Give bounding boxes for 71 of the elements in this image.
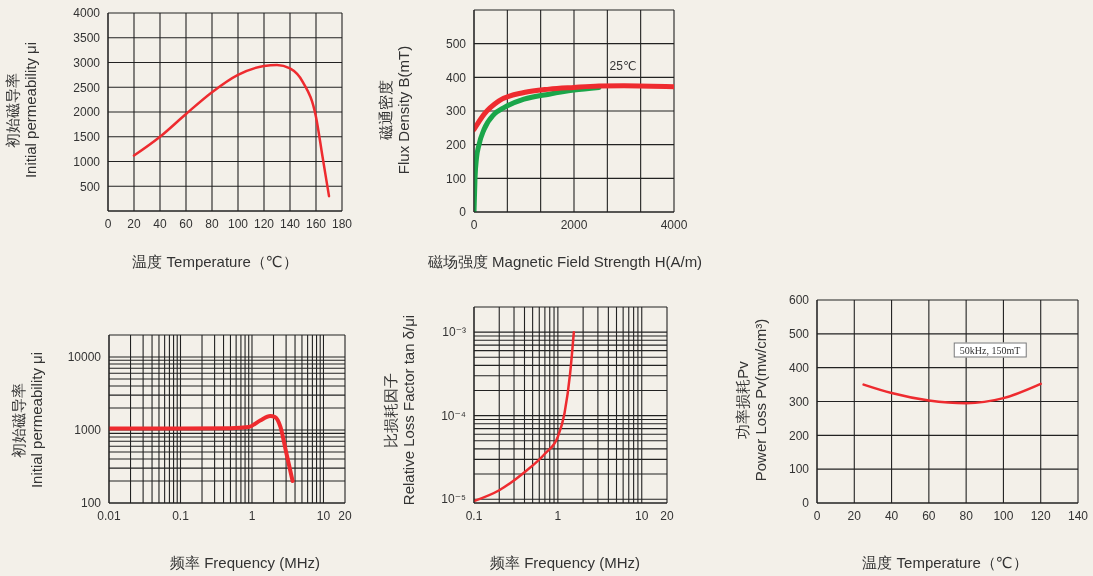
- x-tick-label: 140: [279, 216, 301, 231]
- y-tick-label: 300: [788, 394, 810, 409]
- x-tick-label: 0: [104, 216, 112, 231]
- x-tick-label: 140: [1067, 508, 1089, 523]
- y-tick-label: 400: [445, 70, 467, 85]
- y-tick-label: 500: [79, 179, 101, 194]
- line-series: [862, 382, 1042, 405]
- y-tick-label: 1000: [73, 154, 101, 169]
- x-tick-label: 0.01: [97, 508, 121, 523]
- x-tick-label: 1: [248, 508, 256, 523]
- y-axis-title: 比损耗因子 Relative Loss Factor tan δ/μi: [382, 314, 418, 506]
- x-tick-label: 20: [127, 216, 141, 231]
- x-tick-label: 120: [1030, 508, 1052, 523]
- y-tick-label: 500: [445, 36, 467, 51]
- y-axis-title: 磁通密度 Flux Density B(mT): [377, 45, 413, 175]
- y-tick-label: 0: [802, 496, 810, 511]
- x-tick-label: 0.1: [172, 508, 190, 523]
- x-tick-label: 40: [153, 216, 167, 231]
- annotation: 25℃: [609, 59, 637, 73]
- x-tick-label: 20: [338, 508, 352, 523]
- x-tick-label: 10: [316, 508, 331, 523]
- y-tick-label: 10⁻⁴: [441, 408, 466, 423]
- x-tick-label: 0: [813, 508, 821, 523]
- x-tick-label: 80: [205, 216, 219, 231]
- y-tick-label: 500: [788, 327, 810, 342]
- x-axis-title: 频率 Frequency (MHz): [489, 553, 641, 573]
- y-tick-label: 3500: [73, 31, 101, 46]
- x-tick-label: 1: [554, 508, 562, 523]
- x-tick-label: 2000: [560, 217, 588, 232]
- x-tick-label: 60: [179, 216, 193, 231]
- y-tick-label: 4000: [73, 6, 101, 21]
- annotation: 50kHz, 150mT: [953, 342, 1027, 358]
- y-tick-label: 3000: [73, 55, 101, 70]
- x-tick-label: 20: [660, 508, 674, 523]
- y-axis-title: 初始磁导率 Initial permeability μi: [10, 351, 46, 489]
- x-tick-label: 160: [305, 216, 327, 231]
- y-axis-title: 初始磁导率 Initial permeability μi: [4, 41, 40, 179]
- x-tick-label: 100: [227, 216, 249, 231]
- x-tick-label: 60: [922, 508, 936, 523]
- y-tick-label: 10⁻³: [442, 325, 466, 340]
- x-axis-title: 磁场强度 Magnetic Field Strength H(A/m): [427, 252, 703, 272]
- line-series: [132, 63, 331, 198]
- y-axis-title: 功率损耗Pv Power Loss Pv(mw/cm³): [734, 318, 770, 482]
- x-tick-label: 4000: [660, 217, 688, 232]
- x-tick-label: 10: [635, 508, 649, 523]
- y-tick-label: 100: [788, 462, 810, 477]
- x-tick-label: 100: [993, 508, 1014, 523]
- y-tick-label: 600: [788, 293, 810, 308]
- y-tick-label: 400: [788, 360, 810, 375]
- x-tick-label: 120: [253, 216, 275, 231]
- y-tick-label: 0: [459, 205, 467, 220]
- x-tick-label: 180: [331, 216, 353, 231]
- x-tick-label: 80: [959, 508, 974, 523]
- y-tick-label: 100: [80, 496, 102, 511]
- x-axis-title: 温度 Temperature（℃）: [862, 553, 1028, 573]
- y-tick-label: 10⁻⁵: [441, 492, 467, 507]
- x-tick-label: 20: [847, 508, 862, 523]
- y-tick-label: 10000: [67, 350, 102, 365]
- x-tick-label: 40: [884, 508, 899, 523]
- y-tick-label: 200: [788, 428, 810, 443]
- y-tick-label: 200: [445, 137, 467, 152]
- x-axis-title: 频率 Frequency (MHz): [169, 553, 321, 573]
- y-tick-label: 100: [445, 171, 467, 186]
- y-tick-label: 2500: [73, 80, 101, 95]
- x-axis-title: 温度 Temperature（℃）: [132, 252, 298, 272]
- y-tick-label: 300: [445, 104, 467, 119]
- y-tick-label: 1000: [74, 423, 102, 438]
- x-tick-label: 0.1: [465, 508, 483, 523]
- y-tick-label: 2000: [73, 105, 101, 120]
- x-tick-label: 0: [470, 217, 478, 232]
- y-tick-label: 1500: [73, 130, 101, 145]
